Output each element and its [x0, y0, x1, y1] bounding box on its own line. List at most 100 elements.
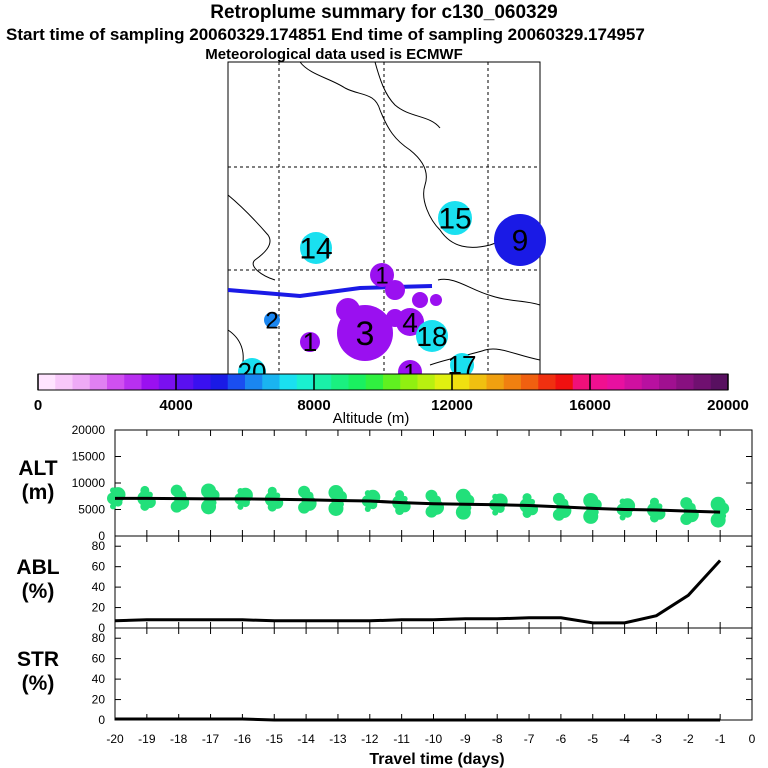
altitude-point: [583, 492, 599, 508]
colorbar-swatch: [158, 374, 177, 390]
plume-marker-small: [430, 294, 442, 306]
panel-abl: 80 60 40 20 0 ABL(%): [16, 535, 753, 635]
altitude-point: [328, 485, 344, 501]
colorbar-swatch: [555, 374, 574, 390]
y-tick-label: 80: [92, 631, 106, 645]
x-tick-label: -14: [297, 732, 315, 746]
altitude-point: [619, 498, 626, 505]
colorbar-swatch: [107, 374, 125, 390]
y-tick-label: 10000: [72, 476, 106, 490]
panel-y-label: STR: [17, 648, 59, 671]
x-tick-label: -10: [425, 732, 443, 746]
colorbar-swatch: [693, 374, 712, 390]
colorbar-swatch: [348, 374, 367, 390]
x-tick-label: -19: [138, 732, 156, 746]
x-tick-label: -16: [234, 732, 252, 746]
x-tick-label: -18: [170, 732, 188, 746]
colorbar-swatch: [227, 374, 246, 390]
colorbar-swatch: [245, 374, 263, 390]
colorbar-swatch: [262, 374, 280, 390]
x-tick-label: -15: [266, 732, 284, 746]
colorbar-swatch: [607, 374, 625, 390]
x-tick-label: 0: [749, 732, 756, 746]
colorbar-swatch: [210, 374, 229, 390]
coastlines: [227, 61, 541, 375]
plume-marker-label: 18: [416, 321, 447, 352]
plume-marker-label: 1: [375, 262, 388, 289]
altitude-colorbar: 0 4000 8000 12000 16000 20000: [34, 373, 749, 414]
altitude-point: [140, 485, 150, 495]
altitude-point: [425, 489, 438, 502]
colorbar-tick-label: 16000: [569, 397, 611, 414]
series-line: [114, 559, 722, 625]
x-tick-label: -2: [683, 732, 694, 746]
y-tick-label: 5000: [78, 503, 105, 517]
colorbar-swatch: [521, 374, 539, 390]
plume-marker-label: 9: [512, 225, 529, 258]
x-tick-label: -1: [715, 732, 726, 746]
colorbar-swatch: [279, 374, 298, 390]
colorbar-swatch: [331, 374, 349, 390]
colorbar-swatch: [641, 374, 660, 390]
x-tick-label: -5: [587, 732, 598, 746]
y-tick-label: 40: [92, 672, 106, 686]
time-series-panels: 20000150001000050000ALT(m)806040200ABL(%…: [16, 423, 755, 746]
altitude-point: [649, 497, 659, 507]
x-tick-label: -11: [393, 732, 410, 746]
colorbar-swatch: [89, 374, 108, 390]
colorbar-swatch: [452, 374, 470, 390]
plume-marker: [370, 263, 394, 287]
colorbar-swatch: [141, 374, 160, 390]
plume-marker-label: 15: [438, 203, 471, 236]
colorbar-swatch: [469, 374, 487, 390]
colorbar-tick-label: 20000: [707, 397, 749, 414]
colorbar-swatch: [383, 374, 401, 390]
colorbar-label: Altitude (m): [333, 410, 410, 427]
colorbar-swatch: [590, 374, 608, 390]
altitude-point: [170, 484, 183, 497]
colorbar-swatch: [72, 374, 91, 390]
chart-title: Retroplume summary for c130_060329: [210, 2, 558, 23]
plume-marker-small: [386, 309, 404, 327]
plume-marker-label: 1: [303, 327, 317, 357]
y-tick-label: 60: [92, 560, 106, 574]
altitude-point: [110, 487, 116, 494]
panel-y-label: (m): [22, 481, 55, 504]
x-tick-label: -4: [619, 732, 630, 746]
altitude-point: [267, 486, 277, 496]
x-tick-label: -9: [460, 732, 471, 746]
panel-y-label: ALT: [18, 457, 57, 480]
colorbar-swatch: [176, 374, 194, 390]
y-tick-label: 20000: [72, 423, 106, 437]
colorbar-swatch: [434, 374, 453, 390]
x-axis-label: Travel time (days): [369, 751, 504, 768]
altitude-point: [237, 487, 244, 494]
plume-marker: [300, 332, 320, 352]
plume-marker-small: [336, 298, 360, 322]
panel-frame: [114, 627, 753, 721]
colorbar-swatch: [193, 374, 211, 390]
y-tick-label: 20: [92, 693, 106, 707]
panel-y-label: (%): [22, 672, 55, 695]
y-tick-label: 20: [92, 601, 106, 615]
series-line: [115, 496, 721, 514]
plume-marker-label: 2: [265, 307, 278, 334]
y-tick-label: 60: [92, 652, 106, 666]
y-tick-label: 80: [92, 539, 106, 553]
sampling-times: Start time of sampling 20060329.174851 E…: [6, 25, 645, 44]
altitude-point: [522, 493, 532, 503]
colorbar-swatch: [676, 374, 694, 390]
x-tick-label: -12: [361, 732, 379, 746]
x-tick-label: -7: [524, 732, 535, 746]
colorbar-swatch: [503, 374, 522, 390]
colorbar-swatch: [55, 374, 73, 390]
colorbar-swatch: [538, 374, 556, 390]
x-tick-label: -6: [556, 732, 567, 746]
x-tick-label: -17: [202, 732, 220, 746]
plume-marker: [264, 312, 280, 328]
plume-marker-label: 4: [402, 307, 418, 338]
